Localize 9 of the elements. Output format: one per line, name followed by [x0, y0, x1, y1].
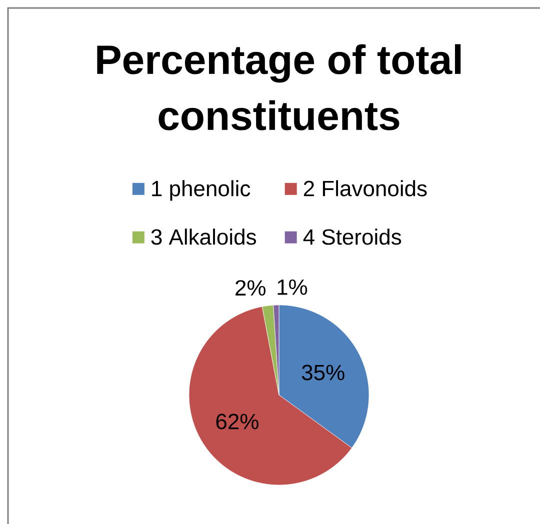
data-label: 1%: [278, 279, 308, 295]
legend-label: 2 Flavonoids: [304, 180, 427, 196]
legend-label: 3 Alkaloids: [151, 228, 256, 245]
chart-title: Percentage of total constituents: [97, 44, 461, 130]
legend-label: 1 phenolic: [152, 180, 250, 201]
legend-label: 4 Steroids: [303, 228, 402, 245]
data-label: 2%: [236, 280, 266, 296]
data-label: 62%: [216, 414, 258, 430]
data-label: 35%: [302, 364, 344, 380]
